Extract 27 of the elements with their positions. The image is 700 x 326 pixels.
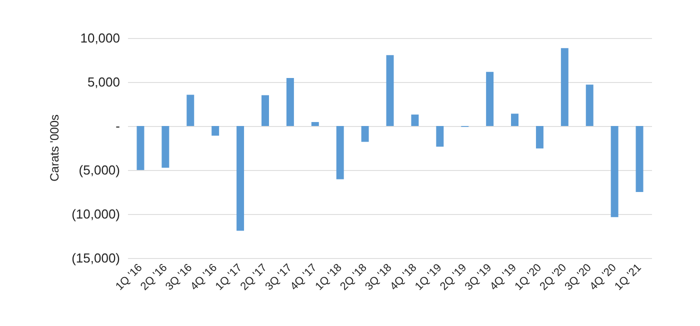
bar xyxy=(162,126,170,168)
y-axis-title: Carats '000s xyxy=(48,114,62,182)
bar xyxy=(336,126,344,180)
bar xyxy=(311,122,319,126)
bar xyxy=(610,126,618,218)
y-tick-label: (15,000) xyxy=(72,250,120,266)
bar xyxy=(436,126,444,147)
bar xyxy=(386,55,394,126)
bar xyxy=(411,114,419,126)
bar xyxy=(212,126,220,136)
bar xyxy=(236,126,244,231)
bar xyxy=(361,126,369,142)
y-tick-label: - xyxy=(116,118,120,134)
bar xyxy=(586,84,594,126)
y-tick-label: (10,000) xyxy=(72,206,120,222)
bar xyxy=(186,94,194,126)
bar xyxy=(286,78,294,126)
bar xyxy=(486,72,494,126)
bar xyxy=(560,48,568,126)
bar xyxy=(636,126,644,192)
y-tick-label: 10,000 xyxy=(80,30,120,46)
bar xyxy=(511,114,519,126)
y-tick-label: 5,000 xyxy=(87,74,120,90)
bar xyxy=(536,126,544,148)
bar xyxy=(261,95,269,126)
y-tick-label: (5,000) xyxy=(78,162,120,178)
bar xyxy=(136,126,144,170)
